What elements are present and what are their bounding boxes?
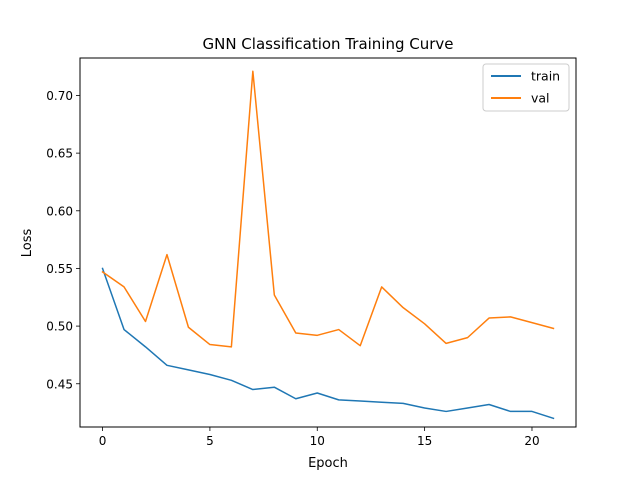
legend-label-val: val bbox=[531, 91, 550, 106]
y-tick-label: 0.65 bbox=[46, 147, 73, 161]
legend-label-train: train bbox=[531, 69, 560, 84]
y-axis-label: Loss bbox=[20, 229, 35, 258]
x-axis-label: Epoch bbox=[308, 456, 348, 471]
plot-frame bbox=[79, 57, 577, 428]
series-line-train bbox=[101, 267, 555, 420]
x-tick-label: 20 bbox=[524, 434, 539, 448]
x-axis: 0 5 10 15 20 bbox=[99, 427, 540, 448]
y-tick-label: 0.70 bbox=[46, 89, 73, 103]
y-tick-label: 0.60 bbox=[46, 204, 73, 218]
y-tick-label: 0.55 bbox=[46, 262, 73, 276]
y-tick-label: 0.50 bbox=[46, 320, 73, 334]
series-line-val bbox=[101, 70, 555, 348]
y-tick-label: 0.45 bbox=[46, 377, 73, 391]
y-axis: 0.45 0.50 0.55 0.60 0.65 0.70 bbox=[46, 89, 80, 391]
plot-lines bbox=[101, 70, 555, 420]
legend: train val bbox=[482, 63, 570, 112]
chart-title: GNN Classification Training Curve bbox=[202, 35, 453, 53]
x-tick-label: 15 bbox=[417, 434, 432, 448]
x-tick-label: 5 bbox=[206, 434, 214, 448]
x-tick-label: 0 bbox=[99, 434, 107, 448]
x-tick-label: 10 bbox=[310, 434, 325, 448]
